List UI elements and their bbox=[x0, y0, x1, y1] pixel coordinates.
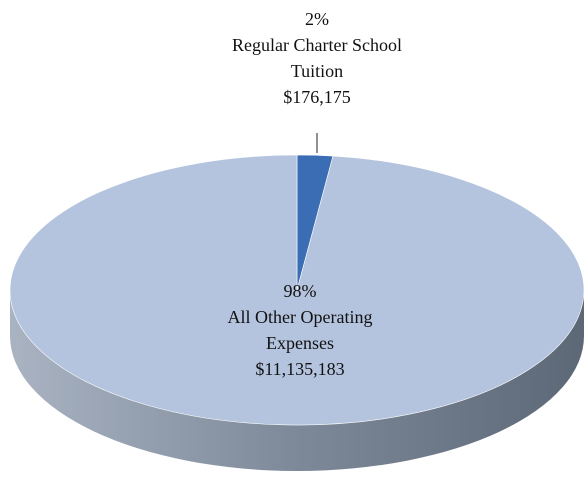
percent-label: 98% bbox=[283, 281, 317, 301]
category-label: Regular Charter School Tuition bbox=[232, 35, 402, 81]
pie-slice bbox=[9, 154, 585, 426]
pie bbox=[9, 154, 585, 471]
pie-side bbox=[10, 290, 584, 471]
slice-label: 2% Regular Charter School Tuition $176,1… bbox=[212, 6, 422, 110]
slice-label: 98% All Other Operating Expenses $11,135… bbox=[208, 278, 393, 382]
percent-label: 2% bbox=[305, 9, 329, 29]
category-label: All Other Operating Expenses bbox=[227, 307, 373, 353]
amount-label: $176,175 bbox=[283, 87, 351, 107]
amount-label: $11,135,183 bbox=[255, 359, 345, 379]
